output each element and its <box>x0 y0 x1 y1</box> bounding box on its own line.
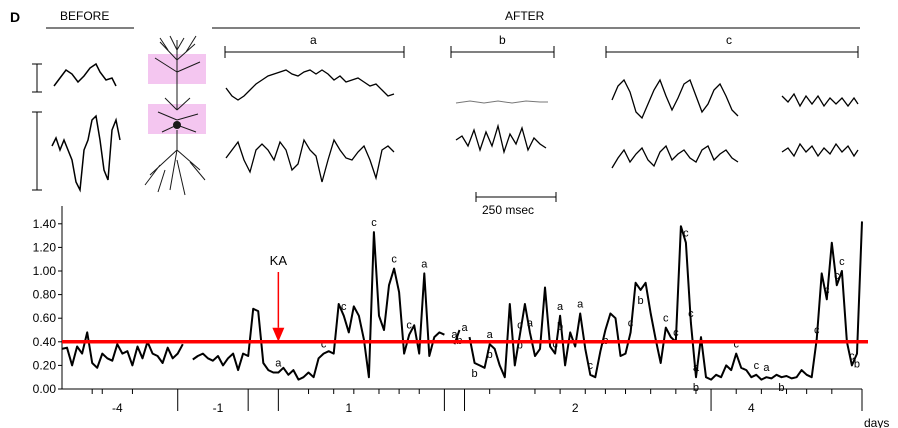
before-label: BEFORE <box>60 9 109 23</box>
after-label: AFTER <box>505 9 545 23</box>
amplitude-bar-bottom <box>32 111 42 191</box>
x-tick-label: -4 <box>112 401 123 415</box>
amplitude-bar-top <box>32 63 42 93</box>
trace-b-top <box>455 100 548 104</box>
letter-marker: c <box>754 360 760 372</box>
segment-bracket-b: b <box>450 33 555 58</box>
letter-marker: c <box>371 217 377 229</box>
y-axis-ticks: 0.00 0.20 0.40 0.60 0.80 1.00 1.20 1.40 <box>33 217 62 396</box>
y-tick-label: 1.00 <box>33 264 57 278</box>
letter-marker: a <box>421 258 428 270</box>
letter-marker: c <box>688 308 694 320</box>
line-chart: 0.00 0.20 0.40 0.60 0.80 1.00 1.20 1.40 -4 -1 1 2 4… <box>33 206 889 428</box>
letter-marker: a <box>461 322 468 334</box>
letter-marker: b <box>638 295 644 307</box>
x-axis-label: days <box>864 416 889 428</box>
x-tick-label: -1 <box>213 401 224 415</box>
y-tick-label: 0.20 <box>33 358 57 372</box>
letter-marker: b <box>778 382 784 394</box>
letter-marker: b <box>487 349 493 361</box>
trace-a-bottom <box>225 138 395 183</box>
letter-marker: c <box>814 324 820 336</box>
letter-marker: c <box>733 339 739 351</box>
letter-marker: b <box>854 359 860 371</box>
neuron-illustration <box>144 35 206 196</box>
letter-marker: b <box>517 340 523 352</box>
x-tick-label: 1 <box>345 401 352 415</box>
trace-c-bottom-left <box>611 144 739 169</box>
segment-bracket-c: c <box>605 33 859 58</box>
time-scale-bar: 250 msec <box>475 192 557 217</box>
letter-marker: a <box>275 357 282 369</box>
segment-bracket-a: a <box>224 33 405 58</box>
segment-label-b: b <box>499 33 506 47</box>
segment-label-c: c <box>726 33 732 47</box>
letter-marker: a <box>451 329 458 341</box>
letter-marker: c <box>824 284 830 296</box>
letter-marker: c <box>673 327 679 339</box>
y-tick-label: 0.40 <box>33 335 57 349</box>
letter-marker: a <box>487 329 494 341</box>
trace-c-top-right <box>781 92 859 108</box>
letter-marker: c <box>663 313 669 325</box>
y-tick-label: 0.00 <box>33 382 57 396</box>
letter-marker: c <box>517 320 523 332</box>
letter-marker: c <box>391 254 397 266</box>
trace-b-bottom <box>455 123 547 155</box>
letter-marker: c <box>321 339 327 351</box>
letter-marker: a <box>527 317 534 329</box>
letter-marker: c <box>588 360 594 372</box>
letter-markers: acccccaaabbbacabcabacbcbccccabccabcccccb <box>275 217 860 394</box>
letter-marker: a <box>693 362 700 374</box>
letter-marker: c <box>341 301 347 313</box>
trace-c-bottom-right <box>781 142 859 158</box>
time-scale-label: 250 msec <box>482 203 534 217</box>
y-tick-label: 0.60 <box>33 311 57 325</box>
x-tick-label: 2 <box>572 401 579 415</box>
letter-marker: c <box>628 317 634 329</box>
panel-letter: D <box>10 9 20 25</box>
trace-before-bottom <box>51 114 121 193</box>
segment-label-a: a <box>310 33 317 47</box>
y-tick-label: 0.80 <box>33 288 57 302</box>
series-line <box>61 221 863 381</box>
x-axis-ticks: -4 -1 1 2 4 <box>91 389 863 415</box>
ka-arrow-head <box>272 327 285 342</box>
letter-marker: c <box>552 339 558 351</box>
letter-marker: b <box>693 382 699 394</box>
letter-marker: c <box>834 270 840 282</box>
letter-marker: a <box>577 298 584 310</box>
letter-marker: c <box>683 228 689 240</box>
letter-marker: b <box>557 321 563 333</box>
y-tick-label: 1.40 <box>33 217 57 231</box>
letter-marker: c <box>839 256 845 268</box>
series-layer <box>61 221 863 381</box>
letter-marker: b <box>472 368 478 380</box>
trace-a-top <box>225 69 395 101</box>
ka-label: KA <box>270 253 288 268</box>
ka-annotation: KA <box>270 253 288 342</box>
letter-marker: a <box>763 362 770 374</box>
x-tick-label: 4 <box>748 401 755 415</box>
y-tick-label: 1.20 <box>33 240 57 254</box>
trace-c-top-left <box>611 78 739 120</box>
letter-marker: a <box>557 301 564 313</box>
trace-before-top <box>53 62 117 87</box>
letter-marker: c <box>406 320 412 332</box>
letter-marker: c <box>849 350 855 362</box>
